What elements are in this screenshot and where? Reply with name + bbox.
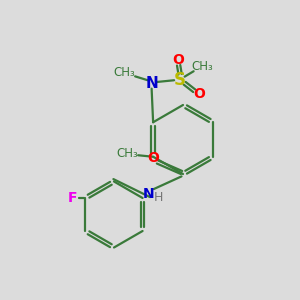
Text: H: H	[153, 190, 163, 204]
Text: CH₃: CH₃	[192, 60, 214, 73]
Text: O: O	[193, 87, 205, 101]
Text: S: S	[174, 71, 186, 89]
Text: O: O	[173, 53, 184, 67]
Text: N: N	[143, 187, 154, 200]
Text: N: N	[145, 76, 158, 91]
Text: CH₃: CH₃	[117, 147, 139, 160]
Text: O: O	[147, 151, 159, 164]
Text: F: F	[68, 191, 78, 205]
Text: CH₃: CH₃	[114, 66, 136, 79]
